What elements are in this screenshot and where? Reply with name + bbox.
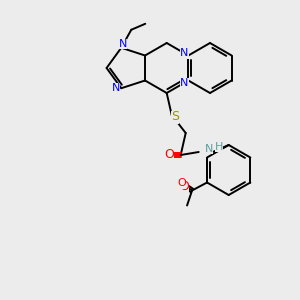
Text: N: N [112, 83, 121, 93]
Text: O: O [178, 178, 186, 188]
Text: N: N [180, 49, 188, 58]
Text: H: H [214, 142, 223, 152]
Text: N: N [119, 39, 128, 49]
Text: O: O [164, 148, 174, 161]
Text: N: N [180, 77, 188, 88]
Text: O: O [179, 180, 189, 193]
Text: N: N [205, 144, 213, 154]
Text: S: S [171, 110, 179, 124]
